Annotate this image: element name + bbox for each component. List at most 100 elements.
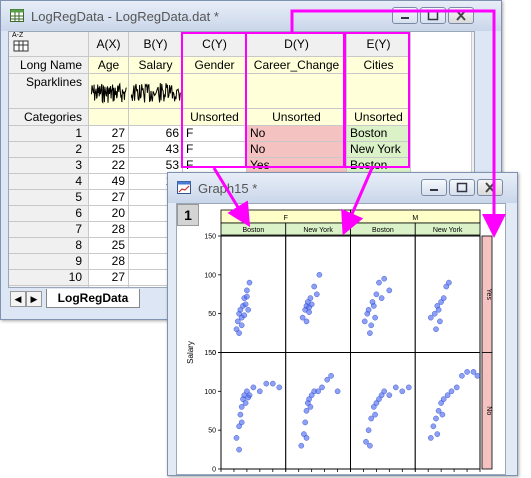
- data-point: [368, 415, 374, 422]
- data-point: [444, 392, 451, 398]
- row-label-sparklines[interactable]: Sparklines: [9, 74, 89, 109]
- panel-frame: [414, 235, 481, 353]
- table-cell[interactable]: 25: [89, 142, 129, 158]
- table-cell[interactable]: 28: [89, 222, 129, 238]
- data-point: [448, 388, 455, 395]
- row-number[interactable]: 4: [9, 174, 89, 190]
- category-cell[interactable]: [89, 109, 129, 126]
- table-cell[interactable]: 27: [89, 126, 129, 142]
- category-cell[interactable]: Unsorted: [183, 109, 247, 126]
- data-point: [430, 423, 437, 430]
- prev-sheet-button[interactable]: ◀: [10, 291, 26, 307]
- graph-restore-button[interactable]: [449, 179, 475, 196]
- table-cell[interactable]: 22: [89, 158, 129, 174]
- long-name-cell[interactable]: Age: [89, 57, 129, 74]
- data-point: [368, 322, 374, 329]
- table-cell[interactable]: 66: [129, 126, 183, 142]
- data-point: [324, 376, 330, 383]
- worksheet-title: LogRegData - LogRegData.dat *: [31, 9, 219, 24]
- panel-frame: [350, 235, 416, 353]
- y-tick-label: 0: [212, 467, 216, 474]
- row-number[interactable]: 7: [9, 222, 89, 238]
- table-cell[interactable]: 27: [89, 190, 129, 206]
- y-axis-label: Salary: [186, 341, 195, 364]
- career-change-label: Yes: [485, 289, 492, 301]
- restore-icon: [427, 10, 439, 21]
- data-point: [464, 369, 470, 375]
- row-number[interactable]: 3: [9, 158, 89, 174]
- y-tick-label: 150: [204, 350, 216, 357]
- row-number[interactable]: 1: [9, 126, 89, 142]
- table-cell[interactable]: 25: [89, 286, 129, 287]
- table-cell[interactable]: 25: [89, 238, 129, 254]
- next-sheet-button[interactable]: ▶: [26, 291, 42, 307]
- close-icon: [456, 10, 466, 21]
- arrow-right-icon: ▶: [30, 294, 38, 304]
- graph-minimize-button[interactable]: [421, 179, 447, 196]
- data-point: [233, 435, 240, 441]
- minimize-icon: [430, 189, 438, 191]
- data-point: [276, 384, 283, 391]
- row-number[interactable]: 10: [9, 270, 89, 286]
- table-cell[interactable]: 27: [89, 270, 129, 286]
- data-point: [386, 287, 393, 294]
- data-point: [303, 435, 310, 441]
- column-header[interactable]: B(Y): [129, 32, 183, 57]
- graph-titlebar[interactable]: Graph15 *: [168, 173, 517, 203]
- data-point: [235, 318, 241, 325]
- worksheet-titlebar[interactable]: LogRegData - LogRegData.dat *: [1, 1, 501, 31]
- data-point: [244, 388, 250, 395]
- layer-number: 1: [184, 207, 192, 223]
- data-point: [250, 384, 257, 391]
- data-point: [237, 411, 244, 418]
- row-number[interactable]: 6: [9, 206, 89, 222]
- table-cell[interactable]: 28: [89, 254, 129, 270]
- long-name-cell[interactable]: Gender: [183, 57, 247, 74]
- row-number[interactable]: 5: [9, 190, 89, 206]
- data-point: [453, 384, 460, 391]
- category-cell[interactable]: [129, 109, 183, 126]
- row-label-categories[interactable]: Categories: [9, 109, 89, 126]
- data-point: [302, 419, 308, 426]
- data-point: [316, 272, 323, 278]
- panel-frame: [220, 235, 287, 353]
- scrollbar-thumb[interactable]: [474, 50, 475, 76]
- column-header[interactable]: A(X): [89, 32, 129, 57]
- data-point: [370, 404, 377, 410]
- data-point: [365, 427, 372, 433]
- table-cell[interactable]: 20: [89, 206, 129, 222]
- restore-button[interactable]: [420, 7, 446, 24]
- sparkline-line: [131, 83, 181, 103]
- layer-indicator[interactable]: 1: [177, 204, 199, 226]
- row-number[interactable]: 8: [9, 238, 89, 254]
- data-point: [242, 400, 249, 406]
- sparkline-cell[interactable]: [129, 74, 183, 109]
- data-point: [238, 404, 245, 410]
- close-button[interactable]: [448, 7, 474, 24]
- row-number[interactable]: 9: [9, 254, 89, 270]
- corner-cell[interactable]: A-Z: [9, 32, 89, 57]
- data-point: [328, 372, 334, 379]
- sheet-tab-logregdata[interactable]: LogRegData: [46, 289, 140, 308]
- row-number[interactable]: 11: [9, 286, 89, 287]
- minimize-button[interactable]: [392, 7, 418, 24]
- data-point: [372, 411, 378, 418]
- data-point: [236, 446, 242, 453]
- graph-window[interactable]: Graph15 * 1 F Boston New York M Boston New Yo…: [167, 172, 518, 476]
- panel-frame: [414, 352, 481, 470]
- long-name-cell[interactable]: Salary: [129, 57, 183, 74]
- data-point: [470, 369, 477, 375]
- data-point: [438, 400, 444, 406]
- sparkline-cell[interactable]: [183, 74, 247, 109]
- table-cell[interactable]: 43: [129, 142, 183, 158]
- panel-frame: [350, 352, 416, 470]
- column-header[interactable]: C(Y): [183, 32, 247, 57]
- table-cell[interactable]: 49: [89, 174, 129, 190]
- data-point: [311, 283, 317, 290]
- row-number[interactable]: 2: [9, 142, 89, 158]
- graph-close-button[interactable]: [477, 179, 503, 196]
- sparkline-cell[interactable]: [89, 74, 129, 109]
- row-label-long-name[interactable]: Long Name: [9, 57, 89, 74]
- graph-page[interactable]: 1 F Boston New York M Boston New York Yes No 0 50…: [176, 203, 506, 475]
